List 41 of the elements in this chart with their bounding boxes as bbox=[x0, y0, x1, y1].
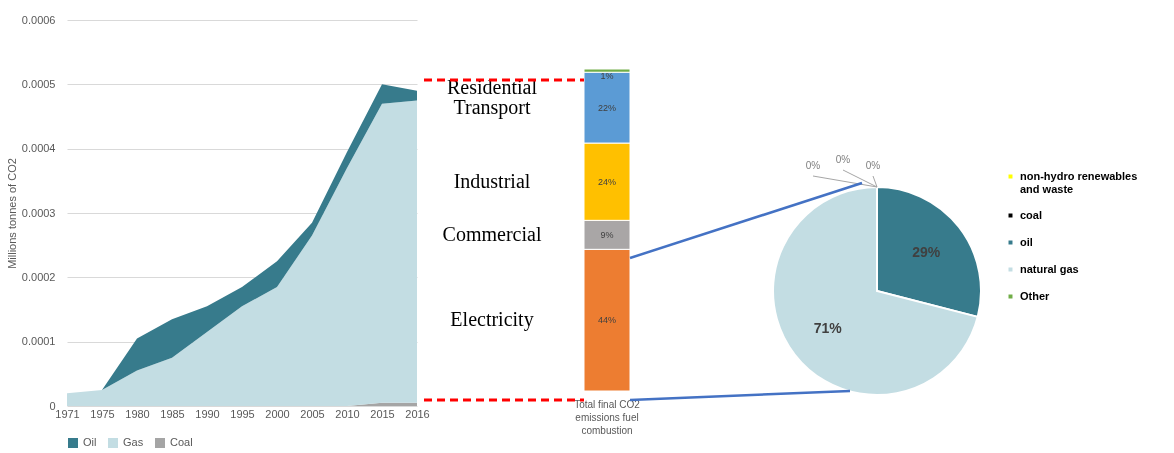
y-tick-label: 0.0003 bbox=[21, 206, 56, 219]
legend-label: non-hydro renewables and waste bbox=[1020, 169, 1138, 195]
legend-label: Other bbox=[1020, 289, 1051, 302]
y-axis-title: Millions tonnes of CO2 bbox=[5, 158, 18, 269]
data-label: 44% bbox=[597, 315, 617, 326]
text: 0% bbox=[805, 160, 821, 171]
y-tick-label: 0 bbox=[49, 399, 56, 412]
x-tick-label: 2010 bbox=[335, 407, 360, 420]
data-label: 1% bbox=[600, 71, 614, 82]
x-tick-label: 2000 bbox=[265, 407, 290, 420]
y-tick-label: 0.0005 bbox=[21, 77, 56, 90]
y-tick-label: 0.0006 bbox=[21, 13, 56, 26]
data-label: 71% bbox=[813, 320, 843, 337]
x-tick-label: 2015 bbox=[370, 407, 395, 420]
data-label: 22% bbox=[597, 102, 617, 113]
legend-label: natural gas bbox=[1020, 262, 1079, 275]
x-tick-label: 1980 bbox=[125, 407, 150, 420]
legend-label: Gas bbox=[123, 436, 144, 448]
x-tick-label: 1985 bbox=[160, 407, 185, 420]
text: 0% bbox=[835, 154, 851, 165]
text: Commercial bbox=[442, 222, 542, 245]
pie-slice bbox=[772, 186, 979, 396]
x-tick-label: 1990 bbox=[195, 407, 220, 420]
legend-label: Coal bbox=[170, 436, 193, 448]
x-tick-label: 2016 bbox=[405, 407, 430, 420]
legend-label: Oil bbox=[83, 436, 97, 448]
x-tick-label: 1995 bbox=[230, 407, 255, 420]
y-tick-label: 0.0004 bbox=[21, 142, 56, 155]
legend-label: coal bbox=[1020, 208, 1043, 221]
x-tick-label: 1971 bbox=[55, 407, 80, 420]
data-label: 24% bbox=[597, 176, 617, 187]
x-tick-label: 1975 bbox=[90, 407, 115, 420]
legend-label: oil bbox=[1020, 235, 1033, 248]
text: Electricity bbox=[450, 308, 534, 332]
data-label: 9% bbox=[600, 229, 614, 240]
data-label: 29% bbox=[912, 243, 941, 260]
text: 0% bbox=[865, 160, 881, 171]
y-tick-label: 0.0001 bbox=[21, 335, 56, 348]
text: Industrial bbox=[453, 169, 531, 192]
x-tick-label: 2005 bbox=[300, 407, 325, 420]
y-tick-label: 0.0002 bbox=[21, 270, 56, 283]
